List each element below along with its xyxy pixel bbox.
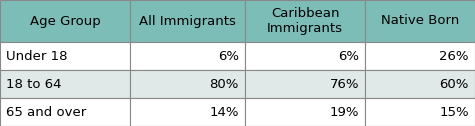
Bar [365, 0, 475, 42]
Text: 80%: 80% [209, 77, 239, 90]
Text: 76%: 76% [330, 77, 359, 90]
Bar [365, 42, 475, 70]
Bar [365, 70, 475, 98]
Text: Age Group: Age Group [29, 14, 100, 27]
Text: 6%: 6% [218, 50, 239, 62]
Text: 6%: 6% [338, 50, 359, 62]
Text: 15%: 15% [439, 105, 469, 118]
Bar [0, 70, 130, 98]
Text: 18 to 64: 18 to 64 [6, 77, 61, 90]
Bar [130, 98, 245, 126]
Text: 19%: 19% [330, 105, 359, 118]
Text: Under 18: Under 18 [6, 50, 67, 62]
Bar [365, 98, 475, 126]
Bar [245, 0, 365, 42]
Text: All Immigrants: All Immigrants [139, 14, 236, 27]
Text: 14%: 14% [209, 105, 239, 118]
Text: 60%: 60% [440, 77, 469, 90]
Bar [245, 98, 365, 126]
Bar [0, 0, 130, 42]
Text: 65 and over: 65 and over [6, 105, 86, 118]
Text: Caribbean
Immigrants: Caribbean Immigrants [267, 7, 343, 35]
Text: Native Born: Native Born [381, 14, 459, 27]
Bar [130, 0, 245, 42]
Bar [130, 42, 245, 70]
Bar [245, 42, 365, 70]
Bar [130, 70, 245, 98]
Text: 26%: 26% [439, 50, 469, 62]
Bar [245, 70, 365, 98]
Bar [0, 42, 130, 70]
Bar [0, 98, 130, 126]
